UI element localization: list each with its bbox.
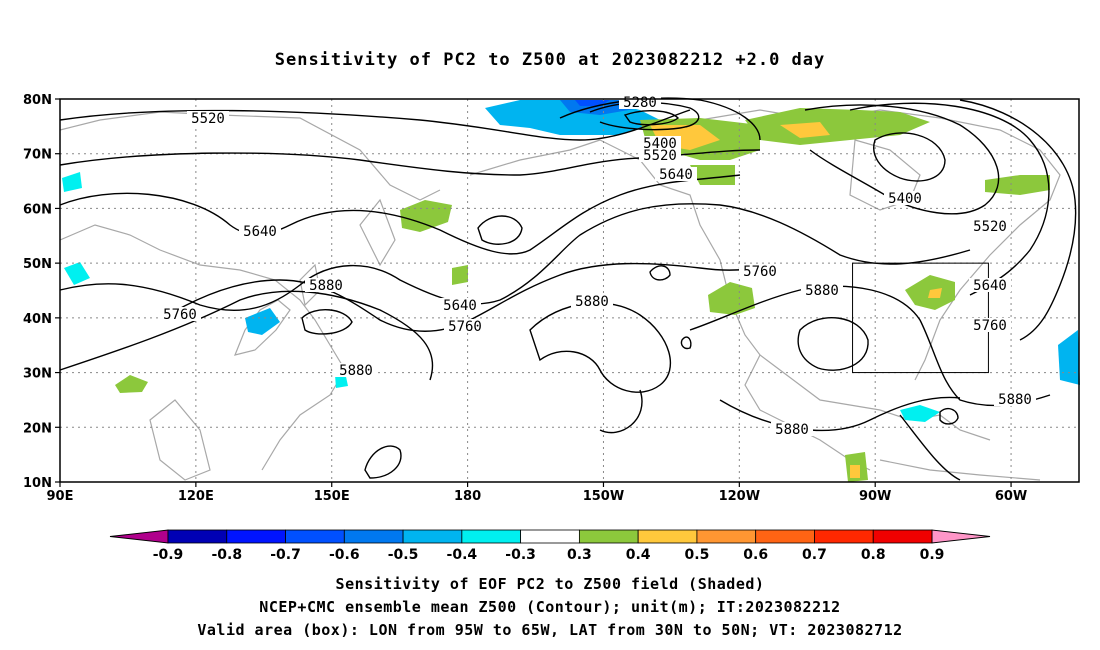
colorbar-swatch <box>343 529 404 544</box>
lat-tick-label: 70N <box>23 148 52 163</box>
lon-tick-label: 150E <box>314 489 350 504</box>
colorbar-label: -0.3 <box>505 547 536 563</box>
lat-tick-label: 80N <box>23 93 52 108</box>
contour-label: 5640 <box>443 298 477 314</box>
contour-label: 5880 <box>998 392 1032 408</box>
chart-title: Sensitivity of PC2 to Z500 at 2023082212… <box>274 50 826 70</box>
colorbar-swatch <box>872 529 933 544</box>
contour-label: 5520 <box>973 219 1007 235</box>
contour-label: 5880 <box>575 294 609 310</box>
contour-label: 5760 <box>448 319 482 335</box>
latitude-tick-labels: 10N 20N 30N 40N 50N 60N 70N 80N <box>23 93 60 491</box>
colorbar-low-triangle <box>109 529 169 544</box>
caption-shading: Sensitivity of EOF PC2 to Z500 field (Sh… <box>335 575 765 593</box>
colorbar-swatch <box>814 529 874 544</box>
colorbar-label: 0.3 <box>567 547 592 563</box>
colorbar-label: -0.9 <box>153 547 184 563</box>
colorbar-swatch <box>167 529 228 544</box>
colorbar-swatch <box>226 529 286 544</box>
lon-tick-label: 90W <box>859 489 891 504</box>
colorbar-label: 0.4 <box>626 547 651 563</box>
colorbar-label: 0.5 <box>685 547 710 563</box>
lon-tick-label: 180 <box>454 489 481 504</box>
colorbar-swatch <box>461 529 522 544</box>
colorbar-label: 0.6 <box>743 547 768 563</box>
contour-label: 5400 <box>888 191 922 207</box>
lon-tick-label: 150W <box>583 489 624 504</box>
colorbar-label: -0.6 <box>329 547 360 563</box>
colorbar-swatch <box>755 529 815 544</box>
longitude-tick-labels: 90E 120E 150E 180 150W 120W 90W 60W <box>47 482 1027 504</box>
contour-label: 5520 <box>643 148 677 164</box>
contour-label: 5280 <box>623 95 657 111</box>
lon-tick-label: 60W <box>995 489 1027 504</box>
contour-label: 5520 <box>191 111 225 127</box>
lon-tick-label: 120E <box>178 489 214 504</box>
lat-tick-label: 30N <box>23 367 52 382</box>
lon-tick-label: 90E <box>47 489 74 504</box>
colorbar-swatch <box>520 529 580 544</box>
lat-tick-label: 60N <box>23 202 52 217</box>
contour-label: 5880 <box>805 283 839 299</box>
sensitivity-shading <box>62 100 1080 482</box>
colorbar-swatch <box>696 529 757 544</box>
colorbar-label: 0.8 <box>861 547 886 563</box>
contour-label: 5880 <box>339 363 373 379</box>
caption-contour: NCEP+CMC ensemble mean Z500 (Contour); u… <box>259 598 841 616</box>
colorbar-swatch <box>285 529 345 544</box>
colorbar-label: 0.7 <box>802 547 827 563</box>
valid-area-box <box>852 262 989 374</box>
colorbar-label: -0.5 <box>388 547 419 563</box>
colorbar-swatch <box>578 529 639 544</box>
colorbar-label: 0.9 <box>920 547 945 563</box>
contour-label: 5880 <box>309 278 343 294</box>
colorbar-label: -0.4 <box>447 547 478 563</box>
lat-tick-label: 40N <box>23 312 52 327</box>
caption-valid-area: Valid area (box): LON from 95W to 65W, L… <box>197 621 903 639</box>
lat-tick-label: 10N <box>23 476 52 491</box>
contour-label: 5640 <box>973 278 1007 294</box>
colorbar-swatch <box>402 529 463 544</box>
colorbar-label: -0.7 <box>270 547 301 563</box>
lat-tick-label: 20N <box>23 421 52 436</box>
lat-tick-label: 50N <box>23 257 52 272</box>
colorbar-swatch <box>637 529 698 544</box>
map-frame <box>59 98 1080 483</box>
contour-label: 5760 <box>743 264 777 280</box>
contour-label: 5880 <box>775 422 809 438</box>
lon-tick-label: 120W <box>719 489 760 504</box>
colorbar: -0.9 -0.8 -0.7 -0.6 -0.5 -0.4 -0.3 0.3 0.4 0.5 0.6… <box>109 529 991 563</box>
colorbar-label: -0.8 <box>211 547 242 563</box>
contour-label: 5760 <box>973 318 1007 334</box>
colorbar-high-triangle <box>931 529 991 544</box>
contour-label: 5640 <box>659 167 693 183</box>
contour-label: 5760 <box>163 307 197 323</box>
contour-label: 5640 <box>243 224 277 240</box>
